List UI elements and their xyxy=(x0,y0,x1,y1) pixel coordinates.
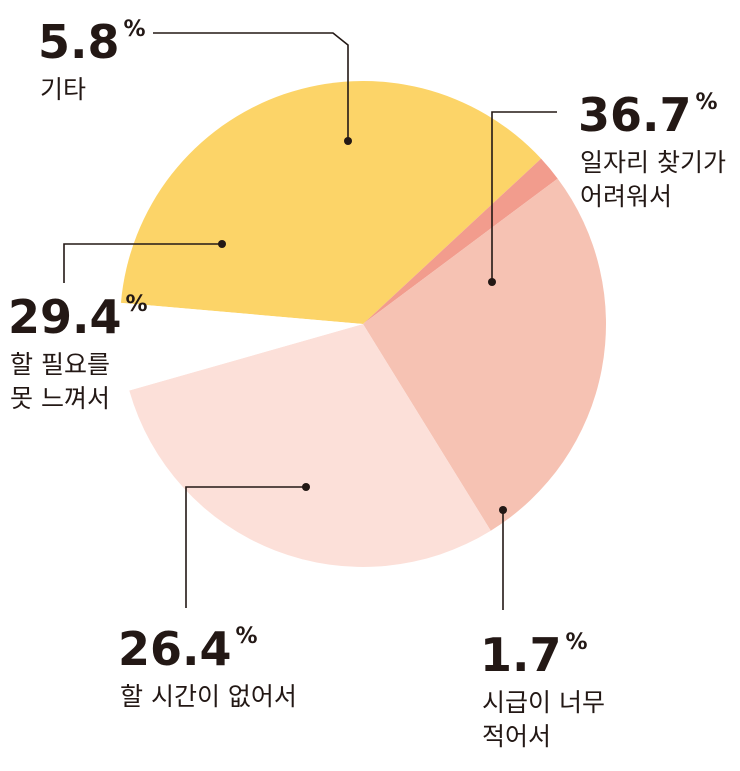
slice-label-2-line-1: 시급이 너무 xyxy=(482,688,605,717)
pie-slice-1 xyxy=(120,81,542,325)
slice-label-1-line-1: 일자리 찾기가 xyxy=(580,148,726,177)
slice-value-1: 36.7 xyxy=(578,88,692,142)
slice-value-4: 29.4 xyxy=(8,290,122,344)
slice-value-2: 1.7 xyxy=(480,628,562,682)
percent-sign-5: % xyxy=(124,17,146,42)
slice-label-3-line-1: 할 시간이 없어서 xyxy=(120,682,297,711)
percent-sign-2: % xyxy=(566,630,588,655)
slice-value-5: 5.8 xyxy=(38,15,120,69)
pie-slice-3 xyxy=(363,178,606,531)
leader-line-1 xyxy=(491,111,557,282)
leader-dot-2 xyxy=(499,506,507,514)
leader-dot-1 xyxy=(488,278,496,286)
pie-slices xyxy=(120,81,606,567)
slice-label-4-line-1: 할 필요를 xyxy=(10,350,110,379)
leader-dot-5 xyxy=(344,137,352,145)
leader-dot-3 xyxy=(302,483,310,491)
slice-label-1-line-2: 어려워서 xyxy=(580,182,672,211)
slice-value-3: 26.4 xyxy=(118,622,232,676)
leader-line-5 xyxy=(153,32,349,141)
leader-line-4 xyxy=(63,243,222,283)
leader-line-3 xyxy=(185,486,306,608)
slice-label-4-line-2: 못 느껴서 xyxy=(10,384,110,413)
slice-label-5-line-1: 기타 xyxy=(40,75,86,104)
pie-slice-4 xyxy=(129,324,491,567)
pie-slice-5 xyxy=(120,302,363,391)
leader-lines xyxy=(63,32,557,610)
percent-sign-3: % xyxy=(236,624,258,649)
percent-sign-1: % xyxy=(696,90,718,115)
pie-slice-2 xyxy=(363,158,558,324)
slice-label-2-line-2: 적어서 xyxy=(482,722,551,751)
leader-dot-4 xyxy=(218,240,226,248)
percent-sign-4: % xyxy=(126,292,148,317)
